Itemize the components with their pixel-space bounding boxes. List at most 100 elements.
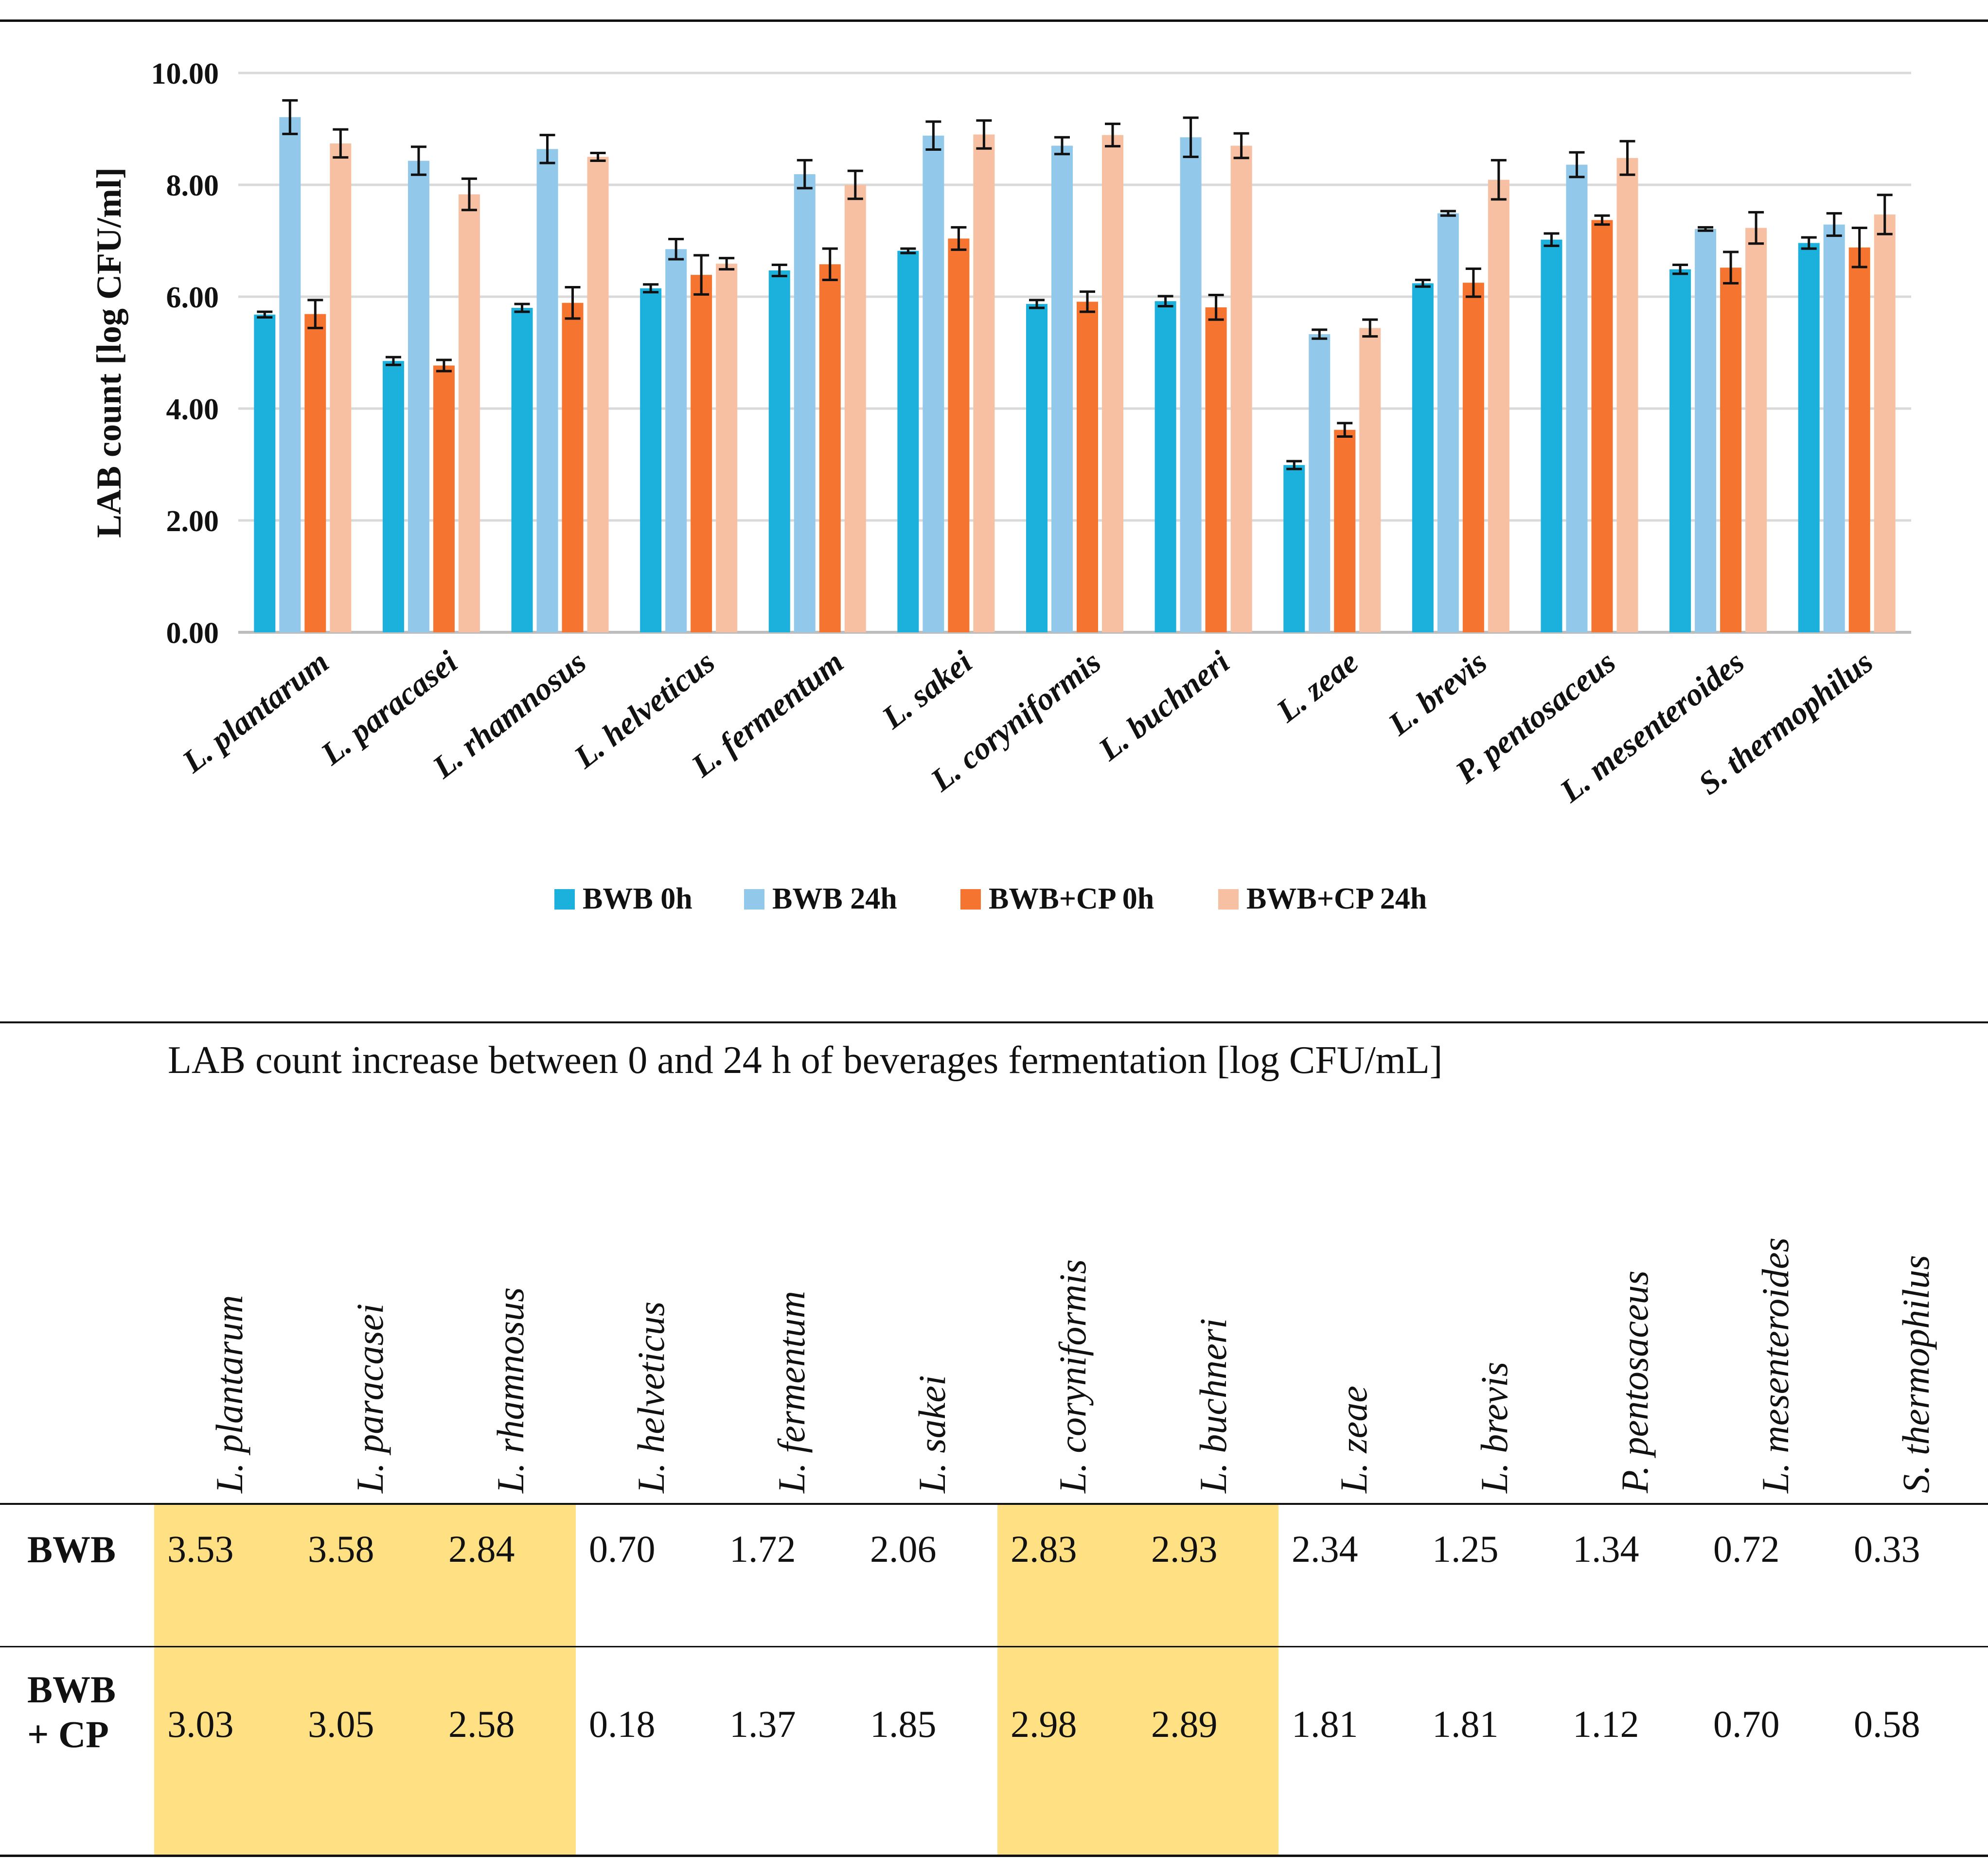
bar (1488, 179, 1509, 632)
bar (1026, 304, 1047, 632)
bar (433, 365, 455, 632)
bar (304, 314, 326, 632)
column-header-label: L. fermentum (770, 1291, 813, 1493)
bar (1541, 239, 1562, 632)
column-header: L. brevis (1421, 1201, 1562, 1493)
bar (1437, 213, 1459, 632)
legend-label: BWB+CP 24h (1246, 882, 1427, 915)
column-header-label: L. helveticus (630, 1301, 672, 1493)
column-header: L. mesenteroides (1703, 1201, 1844, 1493)
bar (1616, 158, 1638, 632)
x-tick-label: L. sakei (875, 644, 979, 736)
bar (1334, 429, 1356, 632)
column-header: L. paracasei (297, 1201, 438, 1493)
column-header-label: L. mesenteroides (1754, 1237, 1796, 1493)
bar (408, 161, 429, 632)
bar (973, 134, 995, 632)
bar (254, 314, 276, 632)
bar (1720, 268, 1742, 632)
bar (665, 249, 687, 632)
column-header-label: L. paracasei (349, 1304, 391, 1493)
bar (1412, 283, 1434, 632)
column-header-label: L. rhamnosus (489, 1287, 532, 1493)
table-cell: 3.03 (167, 1703, 234, 1745)
table-bottom-rule (0, 1855, 1988, 1857)
bar (1154, 301, 1176, 632)
bar (330, 143, 352, 632)
column-header: S. thermophilus (1843, 1201, 1984, 1493)
table-cell: 1.85 (870, 1703, 937, 1745)
bar (1798, 243, 1820, 633)
bar (1180, 137, 1202, 632)
top-rule (0, 19, 1988, 22)
y-tick-label: 10.00 (151, 57, 219, 90)
table-cell: 2.93 (1151, 1528, 1218, 1570)
table-cell: 0.58 (1854, 1703, 1920, 1745)
bar (844, 185, 866, 632)
row-label: BWB (27, 1528, 116, 1571)
legend-swatch (744, 889, 764, 910)
column-header-label: L. coryniformis (1051, 1259, 1094, 1493)
column-header-label: L. buchneri (1192, 1318, 1234, 1493)
column-header: P. pentosaceus (1562, 1201, 1703, 1493)
table-cell: 2.34 (1292, 1528, 1358, 1570)
bar-chart: 0.00 2.00 4.00 6.00 8.00 10.00 LAB count [log … (89, 57, 1911, 915)
legend-label: BWB 24h (772, 882, 897, 915)
table-cell: 3.53 (167, 1528, 234, 1570)
column-header: L. coryniformis (1000, 1201, 1141, 1493)
table-cell: 0.70 (1713, 1703, 1780, 1745)
x-tick-label: L. buchneri (1092, 644, 1237, 768)
bar (794, 174, 816, 632)
highlight-band (997, 1505, 1278, 1855)
x-tick-label: L. brevis (1382, 644, 1494, 743)
table-cell: 3.05 (308, 1703, 374, 1745)
column-header-label: L. sakei (911, 1375, 953, 1493)
table-cell: 2.83 (1011, 1528, 1077, 1570)
bar (897, 250, 919, 632)
bar (923, 135, 944, 632)
bar (562, 303, 584, 632)
column-header-label: L. plantarum (208, 1295, 250, 1493)
bar (768, 270, 790, 632)
bar (1077, 302, 1098, 632)
bar (1359, 328, 1381, 632)
column-header: L. rhamnosus (438, 1201, 579, 1493)
highlight-band (154, 1505, 576, 1855)
table-cell: 3.58 (308, 1528, 374, 1570)
bar (1102, 135, 1123, 632)
table-cell: 0.18 (589, 1703, 656, 1745)
bar (1695, 229, 1717, 633)
column-header: L. zeae (1281, 1201, 1422, 1493)
y-tick-label: 8.00 (166, 169, 219, 202)
bar (511, 308, 533, 632)
table-cell: 2.98 (1011, 1703, 1077, 1745)
bar (819, 264, 841, 632)
bar (1230, 145, 1252, 632)
legend-swatch (554, 889, 575, 910)
bar (1874, 214, 1896, 632)
column-header-label: P. pentosaceus (1614, 1270, 1656, 1493)
table-cell: 0.70 (589, 1528, 656, 1570)
legend-label: BWB+CP 0h (989, 882, 1154, 915)
bar (1669, 269, 1691, 632)
bar (1566, 164, 1588, 633)
bar (1823, 224, 1845, 632)
column-header-label: L. zeae (1332, 1386, 1375, 1493)
column-header-label: L. brevis (1473, 1361, 1515, 1493)
x-tick-label: L. zeae (1270, 644, 1365, 729)
bar (1051, 145, 1073, 632)
bar (1205, 307, 1227, 632)
bar (279, 117, 301, 633)
bar (1462, 283, 1484, 632)
bar (1591, 220, 1613, 632)
table-cell: 2.89 (1151, 1703, 1218, 1745)
table-cell: 0.33 (1854, 1528, 1920, 1570)
y-tick-label: 2.00 (166, 505, 219, 538)
bar (382, 361, 404, 632)
table-cell: 1.81 (1292, 1703, 1358, 1745)
column-header: L. plantarum (157, 1201, 298, 1493)
column-header-label: S. thermophilus (1895, 1255, 1937, 1493)
table-cell: 1.37 (729, 1703, 796, 1745)
table-header-rule (0, 1503, 1988, 1505)
bar (1309, 334, 1331, 632)
